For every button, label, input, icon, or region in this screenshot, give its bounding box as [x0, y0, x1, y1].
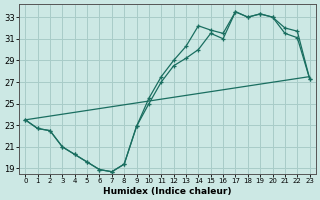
X-axis label: Humidex (Indice chaleur): Humidex (Indice chaleur) [103, 187, 232, 196]
